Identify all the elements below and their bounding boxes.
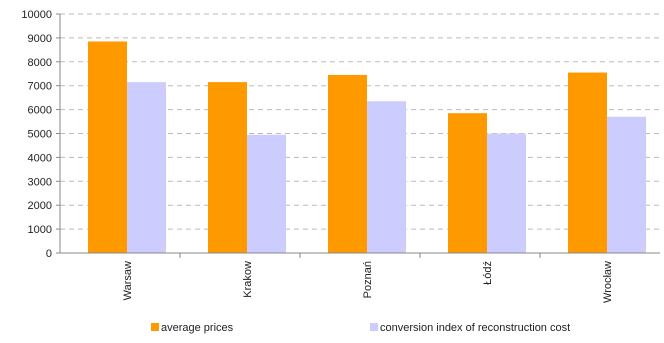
y-tick-label: 4000 (28, 152, 52, 164)
bar-conversion-index (127, 82, 166, 254)
bar-average-prices (88, 41, 127, 253)
y-tick-label: 3000 (28, 176, 52, 188)
x-tick-label: Poznań (362, 261, 374, 298)
y-tick-label: 2000 (28, 200, 52, 212)
y-tick-label: 6000 (28, 105, 52, 117)
y-tick-label: 10000 (21, 9, 52, 21)
legend: average prices conversion index of recons… (151, 322, 570, 334)
y-tick-label: 1000 (28, 224, 52, 236)
bar-average-prices (448, 113, 487, 253)
bar-conversion-index (487, 133, 526, 253)
x-tick-label: Krakow (242, 261, 254, 298)
legend-label: conversion index of reconstruction cost (380, 322, 570, 334)
bar-average-prices (568, 72, 607, 254)
bars (88, 41, 646, 254)
legend-swatch (370, 323, 378, 331)
x-tick-label: Wrocław (602, 261, 614, 303)
y-tick-label: 9000 (28, 33, 52, 45)
bar-conversion-index (607, 116, 646, 254)
x-axis: Warsaw Krakow Poznań Łódź Wrocław (60, 252, 660, 303)
legend-label: average prices (161, 322, 234, 334)
y-axis: 0 1000 2000 3000 4000 5000 6000 7000 8000 9000 100… (21, 9, 61, 260)
bar-average-prices (328, 74, 367, 253)
x-tick-label: Warsaw (122, 261, 134, 300)
bar-conversion-index (247, 134, 286, 253)
y-tick-label: 8000 (28, 57, 52, 69)
x-tick-label: Łódź (482, 261, 494, 285)
bar-conversion-index (367, 101, 406, 253)
y-tick-label: 5000 (28, 129, 52, 141)
legend-swatch (151, 323, 159, 331)
y-tick-label: 7000 (28, 81, 52, 93)
bar-average-prices (208, 82, 247, 254)
y-tick-label: 0 (46, 248, 52, 260)
